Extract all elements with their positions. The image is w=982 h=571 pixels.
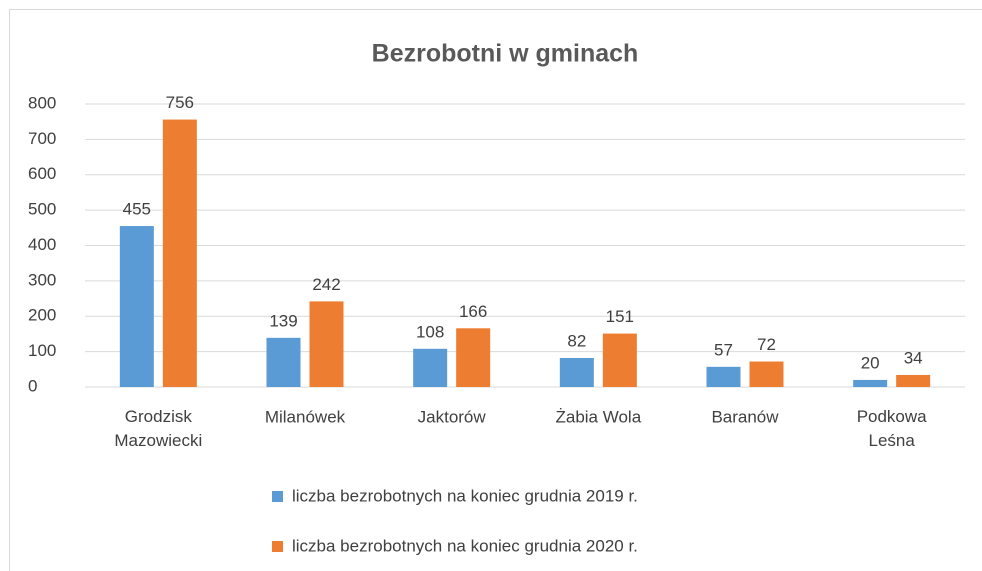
legend-label: liczba bezrobotnych na koniec grudnia 20… — [292, 486, 638, 505]
y-tick-label: 200 — [28, 306, 56, 325]
legend-label: liczba bezrobotnych na koniec grudnia 20… — [292, 536, 638, 555]
data-label: 455 — [123, 200, 151, 219]
bar — [413, 348, 448, 387]
chart-title: Bezrobotni w gminach — [372, 40, 639, 68]
bar — [456, 328, 491, 387]
x-tick-label: Żabia Wola — [555, 407, 641, 426]
y-tick-label: 800 — [28, 93, 56, 112]
data-label: 166 — [459, 302, 487, 321]
x-tick-label: Milanówek — [265, 407, 346, 426]
data-label: 139 — [269, 311, 297, 330]
bar — [309, 301, 344, 387]
bar — [896, 374, 931, 387]
bar — [602, 333, 637, 387]
bar — [749, 361, 784, 387]
y-tick-label: 0 — [28, 376, 37, 395]
bar — [266, 337, 301, 387]
legend-swatch — [272, 541, 283, 552]
data-label: 57 — [714, 340, 733, 359]
x-tick-label: Grodzisk Mazowiecki — [114, 407, 202, 450]
data-label: 72 — [757, 335, 776, 354]
data-label: 82 — [567, 331, 586, 350]
bar — [559, 357, 594, 387]
x-tick-label: Podkowa Leśna — [857, 407, 927, 450]
x-tick-label: Jaktorów — [418, 407, 487, 426]
data-label: 151 — [606, 307, 634, 326]
data-label: 242 — [312, 275, 340, 294]
y-tick-label: 400 — [28, 235, 56, 254]
legend-swatch — [272, 491, 283, 502]
bar — [853, 379, 888, 387]
y-tick-label: 300 — [28, 270, 56, 289]
data-label: 108 — [416, 322, 444, 341]
bar — [706, 366, 741, 387]
bar — [119, 226, 154, 387]
bar — [162, 119, 197, 387]
y-tick-label: 700 — [28, 129, 56, 148]
x-tick-label: Baranów — [711, 407, 779, 426]
y-tick-label: 500 — [28, 200, 56, 219]
y-tick-label: 100 — [28, 341, 56, 360]
data-label: 756 — [166, 93, 194, 112]
data-label: 20 — [861, 353, 880, 372]
data-label: 34 — [904, 348, 923, 367]
y-tick-label: 600 — [28, 164, 56, 183]
